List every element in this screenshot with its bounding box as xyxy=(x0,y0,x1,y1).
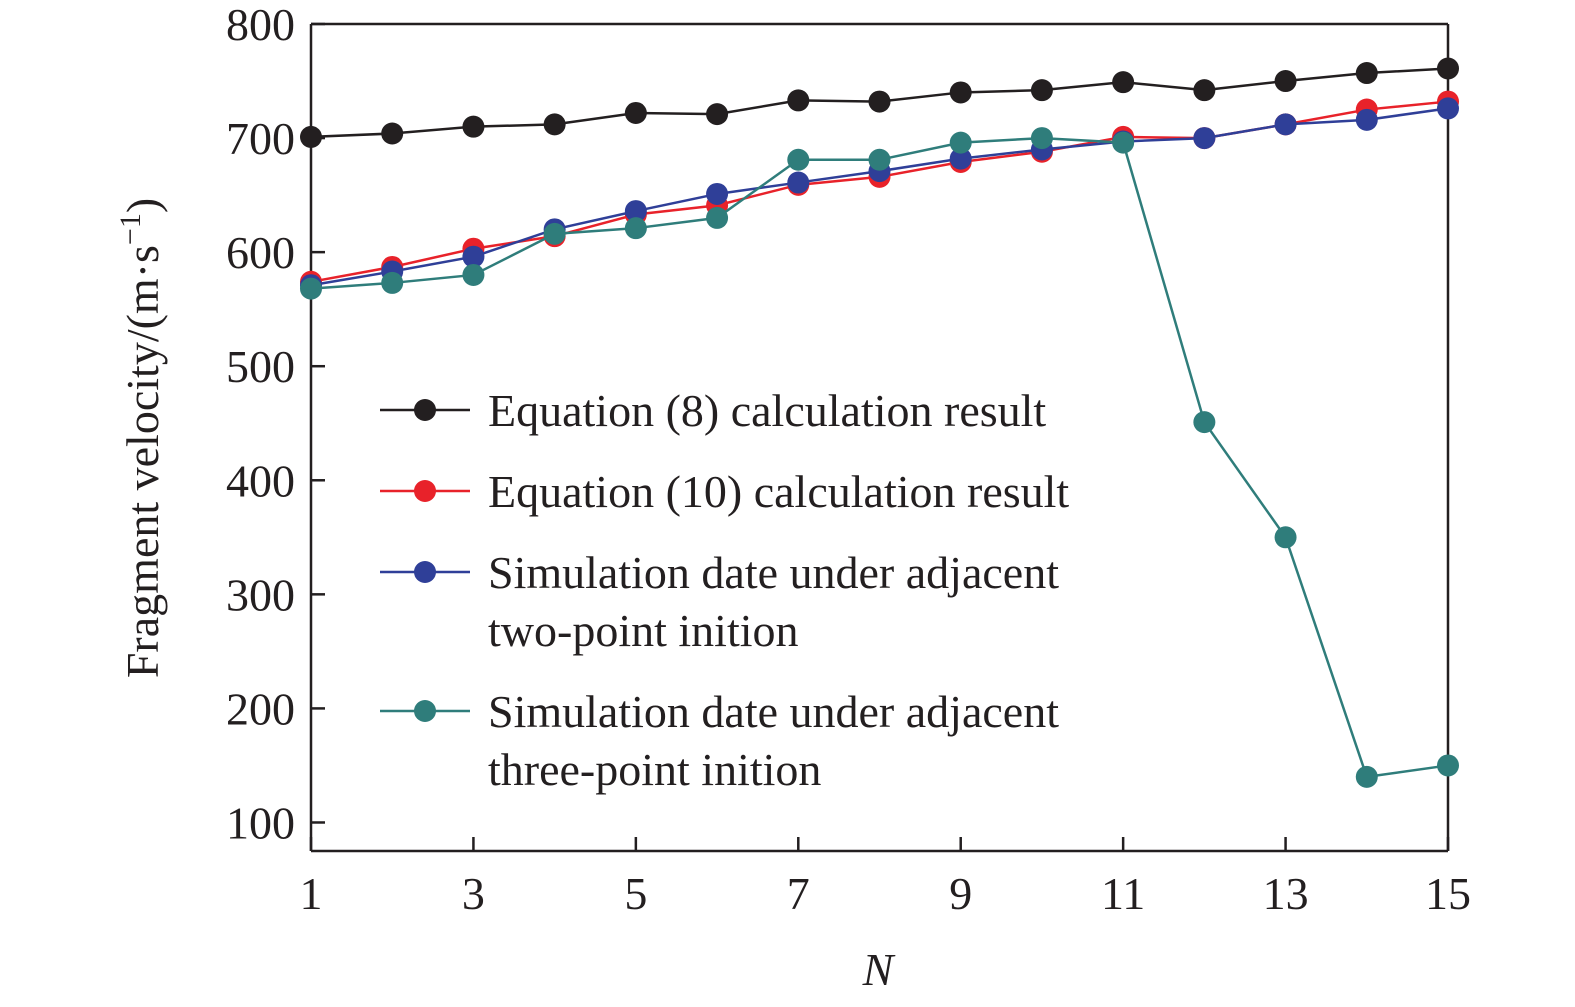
y-tick-label: 300 xyxy=(226,569,295,620)
data-point-equation-8 xyxy=(1274,70,1297,93)
data-point-simulation-three-point xyxy=(1193,411,1216,434)
data-point-equation-8 xyxy=(1030,79,1053,102)
plot-area xyxy=(300,57,1459,788)
y-tick-label: 500 xyxy=(226,341,295,392)
data-point-simulation-two-point xyxy=(706,182,729,205)
x-axis-title: N xyxy=(862,944,896,995)
x-tick-label: 7 xyxy=(787,868,810,919)
series-simulation-three-point xyxy=(300,127,1459,788)
data-point-simulation-three-point xyxy=(1274,526,1297,549)
legend-label: two-point inition xyxy=(488,605,799,656)
legend-label: Simulation date under adjacent xyxy=(488,547,1059,598)
legend-marker xyxy=(414,399,436,421)
data-point-equation-8 xyxy=(381,122,404,145)
data-point-simulation-two-point xyxy=(1437,97,1459,120)
data-point-simulation-three-point xyxy=(1112,131,1135,154)
y-tick-label: 100 xyxy=(226,797,295,848)
data-point-equation-8 xyxy=(1193,79,1216,102)
series-equation-8 xyxy=(300,57,1459,148)
x-tick-label: 9 xyxy=(949,868,972,919)
y-axis-title-close: ) xyxy=(117,198,168,213)
data-point-simulation-two-point xyxy=(624,200,647,223)
data-point-simulation-two-point xyxy=(1193,127,1216,150)
legend-label: Equation (10) calculation result xyxy=(488,466,1069,517)
data-point-equation-8 xyxy=(624,101,647,124)
y-tick-label: 200 xyxy=(226,683,295,734)
legend-label: Equation (8) calculation result xyxy=(488,385,1046,436)
data-point-simulation-three-point xyxy=(543,222,566,245)
series-line-simulation-three-point xyxy=(310,136,1449,779)
data-point-equation-8 xyxy=(543,113,566,136)
data-point-simulation-two-point xyxy=(1355,108,1378,131)
data-point-equation-8 xyxy=(949,81,972,104)
legend-item-equation-10: Equation (10) calculation result xyxy=(380,466,1069,517)
x-tick-label: 1 xyxy=(300,868,323,919)
legend-label: Simulation date under adjacent xyxy=(488,686,1059,737)
legend-label: three-point inition xyxy=(488,744,821,795)
data-point-simulation-three-point xyxy=(1437,754,1459,777)
data-point-equation-8 xyxy=(462,115,485,138)
y-tick-label: 400 xyxy=(226,455,295,506)
y-tick-label: 800 xyxy=(226,0,295,50)
data-point-simulation-two-point xyxy=(462,245,485,268)
data-point-simulation-three-point xyxy=(706,206,729,229)
data-point-simulation-two-point xyxy=(787,171,810,194)
data-point-simulation-three-point xyxy=(1355,765,1378,788)
data-point-equation-8 xyxy=(787,89,810,112)
y-tick-label: 700 xyxy=(226,113,295,164)
y-axis-title-main: Fragment velocity/(m·s xyxy=(117,245,168,678)
x-tick-label: 3 xyxy=(462,868,485,919)
legend-marker xyxy=(414,700,436,722)
data-point-simulation-three-point xyxy=(381,271,404,294)
data-point-equation-8 xyxy=(706,103,729,126)
data-point-simulation-two-point xyxy=(1274,113,1297,136)
data-point-equation-8 xyxy=(868,90,891,113)
x-tick-label: 5 xyxy=(624,868,647,919)
y-axis-title-superscript: −1 xyxy=(114,213,147,245)
y-tick-label: 600 xyxy=(226,227,295,278)
data-point-equation-8 xyxy=(1112,71,1135,94)
data-point-equation-8 xyxy=(300,125,322,148)
x-tick-label: 13 xyxy=(1263,868,1309,919)
data-point-simulation-three-point xyxy=(949,131,972,154)
data-point-simulation-three-point xyxy=(624,217,647,240)
y-axis-title: Fragment velocity/(m·s−1) xyxy=(114,198,168,678)
legend-item-equation-8: Equation (8) calculation result xyxy=(380,385,1046,436)
x-tick-label: 15 xyxy=(1425,868,1471,919)
legend-marker xyxy=(414,561,436,583)
data-point-simulation-three-point xyxy=(1030,127,1053,150)
data-point-simulation-three-point xyxy=(787,148,810,171)
x-tick-label: 11 xyxy=(1101,868,1145,919)
legend-marker xyxy=(414,480,436,502)
data-point-equation-8 xyxy=(1437,57,1459,80)
legend: Equation (8) calculation result Equation … xyxy=(380,385,1069,795)
data-point-simulation-three-point xyxy=(868,148,891,171)
data-point-simulation-three-point xyxy=(300,277,322,300)
legend-item-simulation-three-point: Simulation date under adjacent three-poin… xyxy=(380,686,1059,795)
legend-item-simulation-two-point: Simulation date under adjacent two-point … xyxy=(380,547,1059,656)
data-point-equation-8 xyxy=(1355,62,1378,85)
data-point-simulation-two-point xyxy=(949,147,972,170)
data-point-simulation-three-point xyxy=(462,263,485,286)
